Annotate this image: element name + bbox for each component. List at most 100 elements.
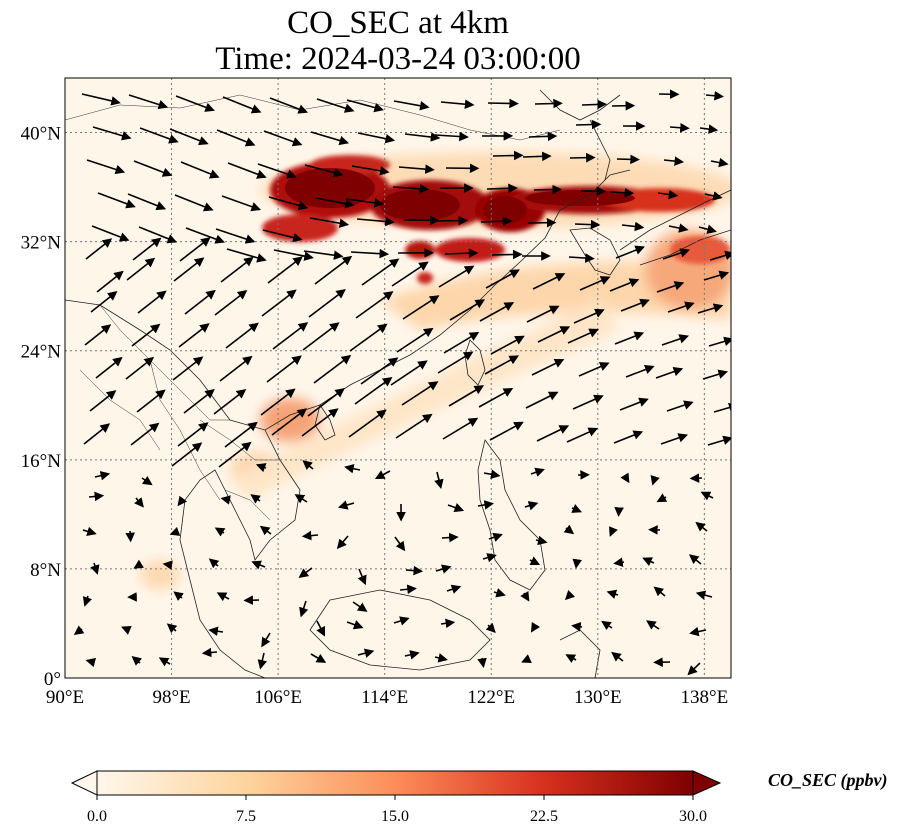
wind-arrow [225,322,259,349]
wind-arrow [667,301,695,313]
wind-arrow [216,592,230,602]
wind-arrow [348,409,387,438]
wind-arrow [255,463,267,473]
wind-arrow [402,295,440,320]
colorbar-tick-label: 15.0 [381,808,409,825]
wind-arrow [257,163,297,179]
wind-arrow [271,408,308,436]
wind-arrow [345,198,384,208]
wind-arrow [660,433,689,445]
wind-arrow [85,657,97,668]
wind-arrow [361,258,400,286]
wind-arrow [695,521,708,532]
wind-arrow [219,355,253,382]
wind-arrow [125,530,135,543]
wind-arrow [443,331,480,354]
wind-arrow [708,336,731,347]
wind-arrow [272,322,309,350]
wind-arrow [477,657,487,668]
lon-tick-label: 122°E [467,687,515,708]
wind-arrow [488,532,503,542]
wind-arrow [524,501,539,511]
wind-arrow [485,269,520,289]
wind-arrow [302,322,340,351]
lat-tick-label: 8°N [30,560,61,581]
wind-arrow [310,131,350,146]
wind-arrow [435,564,452,574]
wind-arrow [179,237,211,262]
wind-arrow [613,557,625,567]
colorbar: 0.0 7.5 15.0 22.5 30.0 [70,770,722,825]
wind-arrow [304,164,344,178]
wind-arrow [709,250,731,261]
wind-arrow [491,249,523,260]
wind-arrow [356,216,395,227]
wind-arrow [337,500,355,510]
wind-arrow [646,620,660,630]
wind-arrow [662,248,690,260]
wind-arrow [483,469,501,479]
wind-arrow [309,217,350,228]
colorbar-label: CO_SEC (ppbv) [768,770,888,790]
wind-arrow [531,359,565,376]
wind-arrow [360,357,399,385]
wind-arrow [611,651,624,662]
wind-arrow [169,128,209,146]
wind-arrow [273,249,314,261]
lat-tick-label: 32°N [21,233,62,254]
wind-arrow [350,248,390,259]
wind-arrow [126,257,156,281]
wind-vectors [73,89,731,676]
wind-arrow [127,193,167,211]
wind-arrow [261,289,297,317]
wind-arrow [357,132,396,144]
wind-arrow [656,493,668,503]
wind-arrow [316,98,355,113]
wind-arrow [663,156,685,166]
wind-arrow [493,588,506,598]
wind-arrow [139,127,179,144]
wind-arrow [532,273,566,290]
wind-arrow [259,525,272,536]
wind-arrow [173,591,184,601]
wind-arrow [440,99,475,109]
wind-arrow [95,356,123,379]
wind-arrow [656,281,685,293]
wind-arrow [394,536,406,552]
wind-arrow [579,276,611,291]
wind-arrow [97,192,136,209]
wind-arrow [433,215,469,226]
wind-arrow [703,270,730,281]
wind-arrow [567,328,599,344]
wind-arrow [92,126,132,141]
wind-arrow [489,421,524,441]
wind-arrow [707,435,731,446]
wind-arrow [486,183,518,194]
wind-arrow [354,376,393,405]
wind-arrow [434,131,469,142]
wind-arrow [138,226,178,244]
wind-arrow [405,565,424,576]
wind-arrow [441,532,459,543]
wind-arrow [487,98,519,109]
wind-arrow [132,237,162,261]
wind-arrow [437,351,474,374]
wind-arrow [141,475,153,486]
wind-arrow [183,389,215,414]
wind-arrow [566,427,599,443]
colorbar-gradient [96,770,694,796]
wind-arrow [222,96,262,114]
wind-arrow [569,152,596,163]
wind-arrow [263,130,303,147]
wind-arrow [522,151,552,162]
wind-arrow [262,229,303,243]
wind-arrow [89,390,117,412]
wind-arrow [568,253,595,263]
lat-tick-label: 16°N [21,451,62,472]
wind-arrow [534,98,563,109]
wind-arrow [267,256,303,284]
wind-arrow [177,495,188,507]
wind-arrow [174,194,214,212]
concentration-field [140,152,731,590]
wind-arrow [403,215,440,226]
